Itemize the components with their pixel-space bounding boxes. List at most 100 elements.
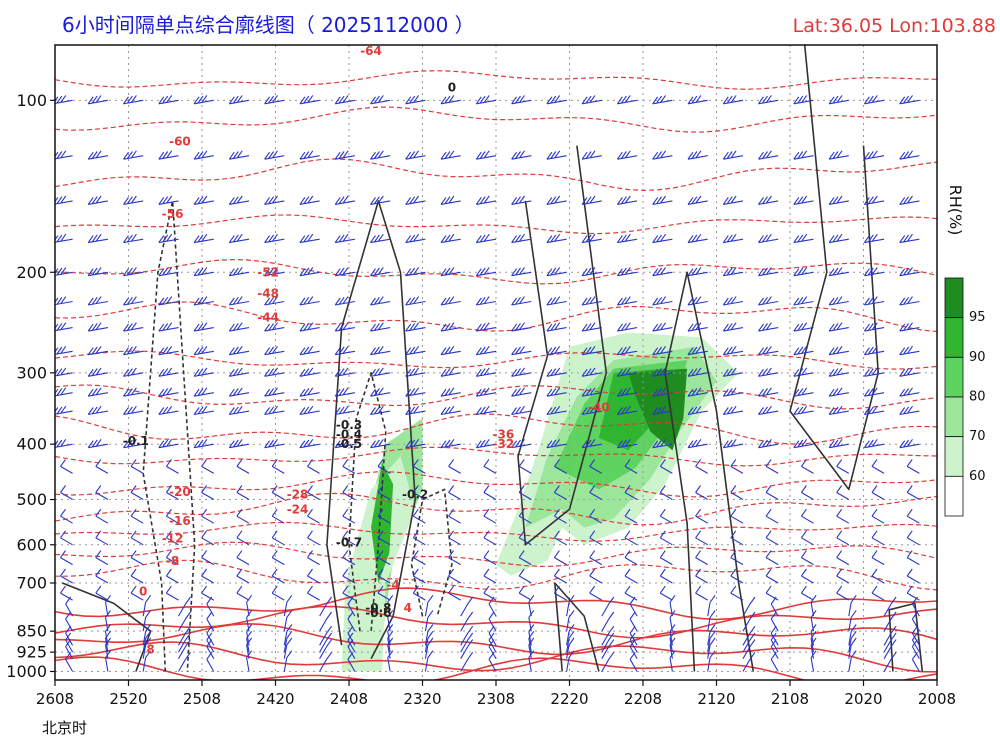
wind-barb-76 [158,150,179,160]
wind-barb-404 [616,267,638,277]
wind-barb-564 [836,508,850,524]
wind-barb-36 [87,438,108,449]
wind-barb-211 [334,438,355,449]
colorbar-label-0: 95 [969,310,986,325]
wind-barb-264 [412,508,426,524]
isotherm-14 [55,559,937,591]
wind-barb-20 [65,611,74,632]
wind-barb-52 [123,195,144,205]
wind-barb-61 [123,438,144,449]
wind-barb-147 [246,630,253,653]
wind-barb-587 [871,459,885,474]
wind-barb-584 [863,387,885,397]
temp-label-8: -32 [493,437,515,451]
colorbar-title: RH(%) [946,185,965,236]
wind-barb-176 [299,150,320,160]
wind-barb-183 [299,367,320,377]
rh-shading-7 [628,368,688,451]
wind-barb-530 [793,296,814,306]
wind-barb-396 [601,625,615,646]
wind-barb-313 [483,485,497,500]
wind-barb-68 [130,585,144,601]
y-tick-label-8: 925 [16,643,47,662]
wind-barb-37 [95,459,109,474]
wind-barb-30 [87,296,108,306]
wind-barb-323 [488,639,497,659]
wind-barb-438 [659,485,673,500]
wind-barb-456 [687,322,708,332]
wind-barb-101 [193,150,214,160]
wind-barb-104 [193,267,214,277]
wind-barb-586 [863,438,885,449]
wind-barb-166 [271,550,285,566]
wind-barb-308 [475,367,497,377]
wind-barb-260 [405,405,426,416]
wind-barb-335 [511,405,532,416]
wind-barb-481 [722,322,744,332]
wind-barb-509 [758,387,779,397]
wind-barb-191 [307,550,320,566]
wind-barb-593 [871,585,885,601]
wind-barb-184 [299,387,320,397]
chart-title: 6小时间隔单点综合廓线图（ 2025112000 ） [62,13,475,37]
wind-barb-283 [440,367,461,377]
wind-barb-19 [65,596,74,617]
wind-barb-440 [659,530,673,546]
wind-barb-123 [206,639,215,659]
wind-barb-451 [687,150,708,160]
wind-barb-26 [87,150,108,160]
wind-barb-494 [742,596,756,617]
wind-barb-163 [271,485,285,500]
wind-barb-55 [123,296,144,306]
wind-barb-180 [299,296,320,306]
wind-barb-398 [601,639,615,659]
wind-barb-134 [228,387,250,397]
wind-barb-433 [652,367,673,377]
wind-barb-375 [581,95,602,105]
wind-barb-238 [377,485,391,500]
wind-barb-535 [793,405,814,416]
wind-barb-165 [271,530,285,546]
wind-barb-610 [899,405,920,416]
wind-barb-16 [60,550,73,566]
wind-barb-382 [581,345,602,356]
wind-barb-364 [553,508,567,524]
temp-label-10: -24 [287,502,309,516]
plot-area: -64-60-56-52-48-44-40-36-32-28-24-20-16-… [55,45,937,680]
colorbar-label-2: 80 [969,390,986,405]
wind-barb-162 [271,459,285,474]
wind-barb-157 [264,345,285,356]
wind-barb-338 [518,485,532,500]
wind-barb-453 [687,233,708,244]
wind-barb-516 [765,550,779,566]
isotherm-101 [55,605,937,639]
wind-barb-454 [687,267,708,277]
wind-barb-152 [264,195,285,205]
wind-barb-538 [800,485,814,500]
wind-barb-86 [158,438,179,449]
wind-barb-361 [546,438,567,449]
wind-barb-526 [793,150,814,160]
y-tick-label-7: 850 [16,622,47,641]
vv-contour-0 [142,200,196,672]
wind-barb-543 [800,585,814,601]
wind-barb-397 [601,632,615,653]
wind-barb-221 [347,625,356,646]
wind-barb-431 [652,322,673,332]
wind-barb-190 [307,530,320,546]
wind-barb-321 [488,625,497,646]
wind-barb-448 [669,637,676,659]
wind-barb-411 [616,438,638,449]
wind-barb-17 [60,568,73,584]
wind-barb-84 [158,387,179,397]
wind-barb-263 [412,485,426,500]
isotherm-13 [55,541,937,568]
wind-barb-284 [440,387,461,397]
wind-barb-372 [566,630,575,653]
wind-barb-417 [624,568,638,584]
wind-barb-460 [687,405,708,416]
wind-barb-442 [659,568,673,584]
rh-shading-2 [371,462,394,583]
wind-barb-121 [206,625,215,646]
wind-barb-356 [546,322,567,332]
